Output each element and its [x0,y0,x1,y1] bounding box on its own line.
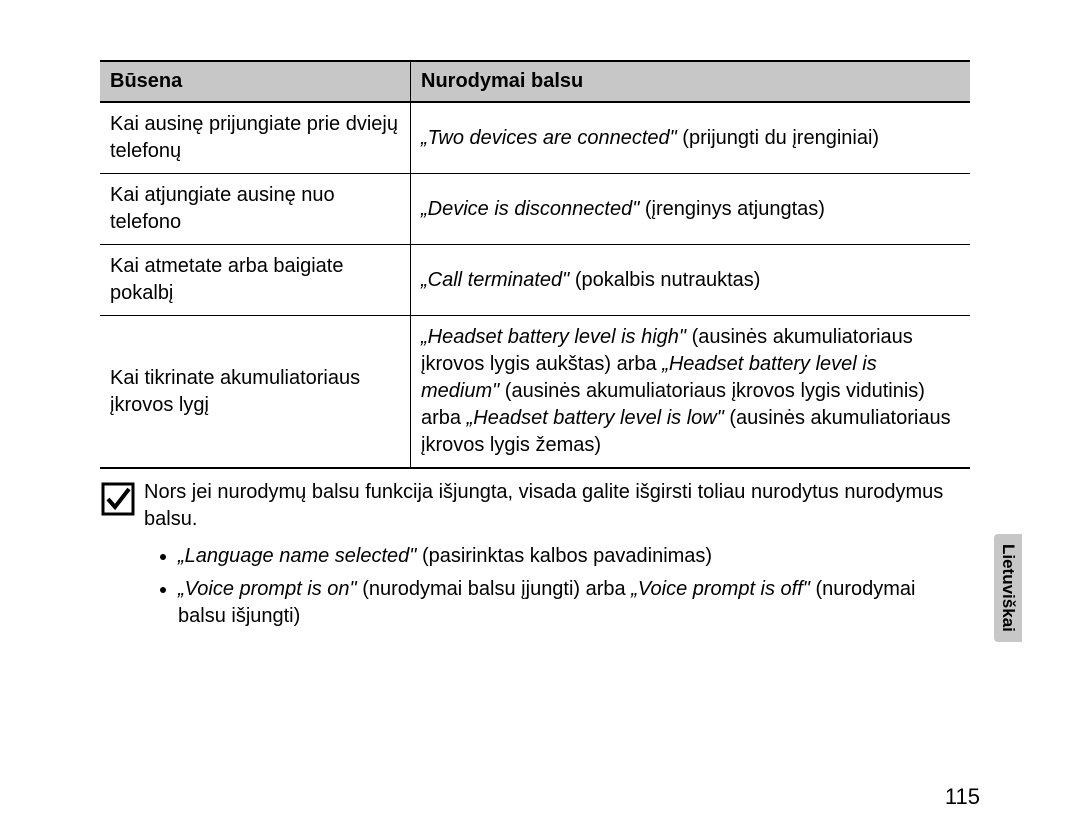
prompt-italic: „Device is disconnected" [421,198,639,220]
prompt-text: (įrenginys atjungtas) [639,198,825,220]
note-checkbox-icon [100,479,144,525]
cell-status: Kai atjungiate ausinę nuo telefono [100,174,411,245]
cell-prompt: „Headset battery level is high" (ausinės… [411,316,971,469]
prompt-text: (prijungti du įrenginiai) [677,127,879,149]
cell-prompt: „Two devices are connected" (prijungti d… [411,102,971,174]
note-block: Nors jei nurodymų balsu funkcija išjungt… [100,479,970,533]
prompt-italic: „Two devices are connected" [421,127,677,149]
cell-status: Kai ausinę prijungiate prie dviejų telef… [100,102,411,174]
prompt-italic: „Headset battery level is high" [421,326,686,348]
table-row: Kai tikrinate akumuliatoriaus įkrovos ly… [100,316,970,469]
list-item: „Language name selected" (pasirinktas ka… [178,543,968,570]
header-col2: Nurodymai balsu [411,61,971,102]
list-item: „Voice prompt is on" (nurodymai balsu įj… [178,576,968,630]
cell-prompt: „Call terminated" (pokalbis nutrauktas) [411,245,971,316]
page-number: 115 [945,784,980,810]
header-col1: Būsena [100,61,411,102]
bullet-italic: „Voice prompt is off" [631,578,810,600]
bullet-text: (nurodymai balsu įjungti) arba [357,578,632,600]
prompt-italic: „Call terminated" [421,269,569,291]
table-row: Kai atjungiate ausinę nuo telefono „Devi… [100,174,970,245]
table-row: Kai atmetate arba baigiate pokalbį „Call… [100,245,970,316]
bullet-italic: „Language name selected" [178,545,416,567]
cell-prompt: „Device is disconnected" (įrenginys atju… [411,174,971,245]
cell-status: Kai tikrinate akumuliatoriaus įkrovos ly… [100,316,411,469]
table-header-row: Būsena Nurodymai balsu [100,61,970,102]
language-tab: Lietuviškai [994,534,1022,642]
cell-status: Kai atmetate arba baigiate pokalbį [100,245,411,316]
note-text: Nors jei nurodymų balsu funkcija išjungt… [144,479,970,533]
voice-prompt-table: Būsena Nurodymai balsu Kai ausinę prijun… [100,60,970,469]
bullet-italic: „Voice prompt is on" [178,578,357,600]
bullet-text: (pasirinktas kalbos pavadinimas) [416,545,712,567]
table-row: Kai ausinę prijungiate prie dviejų telef… [100,102,970,174]
prompt-italic: „Headset battery level is low" [467,407,724,429]
bullet-list: „Language name selected" (pasirinktas ka… [178,543,968,630]
prompt-text: (pokalbis nutrauktas) [569,269,760,291]
